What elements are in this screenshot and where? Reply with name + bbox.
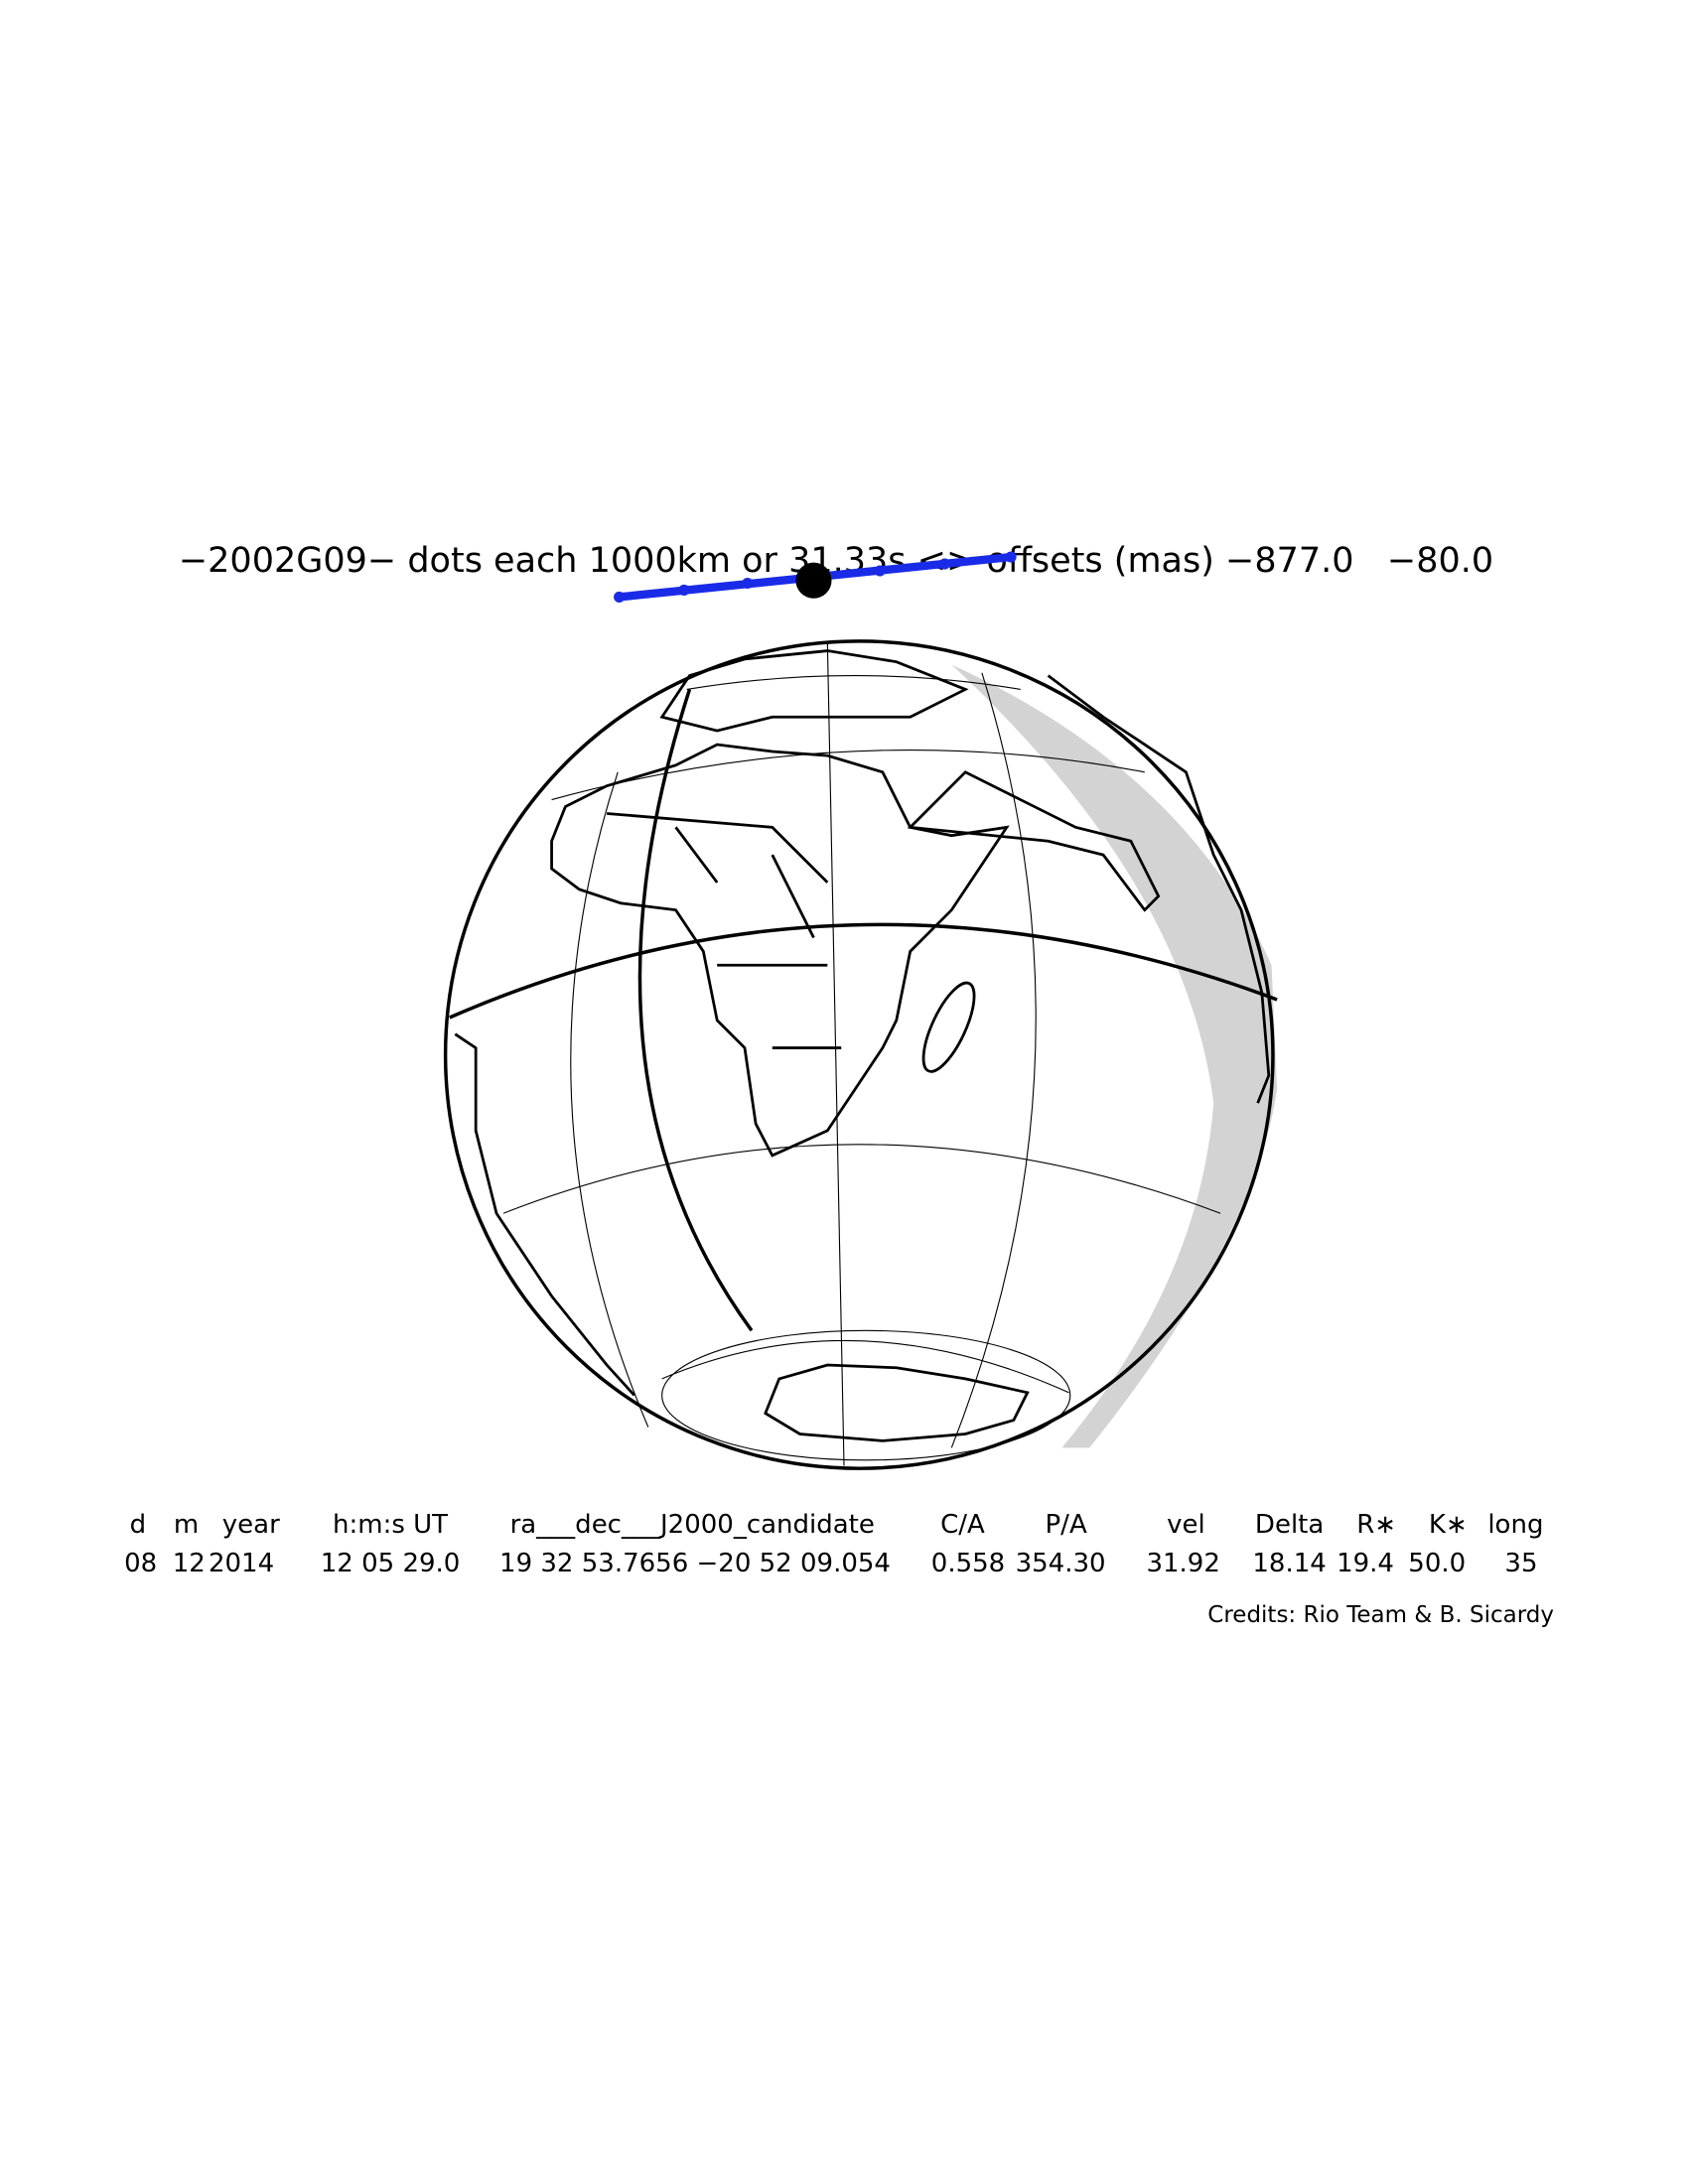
coastlines xyxy=(454,649,1271,1442)
table-cell: 19.4 xyxy=(1336,1549,1394,1578)
table-cell: 18.14 xyxy=(1252,1549,1326,1578)
table-cell: 12 xyxy=(173,1549,206,1578)
table-header-cell: Delta xyxy=(1255,1510,1324,1540)
table-header-cell: vel xyxy=(1167,1510,1205,1540)
globe-outline xyxy=(443,639,1275,1470)
table-header-cell: P/A xyxy=(1046,1510,1087,1540)
table-cell: 12 05 29.0 xyxy=(321,1549,461,1578)
table-header-cell: h:m:s UT xyxy=(333,1510,448,1540)
table-header-cell: long xyxy=(1487,1510,1543,1540)
credits: Credits: Rio Team & B. Sicardy xyxy=(1207,1602,1554,1628)
table-header-cell: d xyxy=(130,1510,147,1540)
graticule xyxy=(502,642,1221,1466)
shadow-path xyxy=(637,688,754,1332)
table-header-cell: C/A xyxy=(940,1510,985,1540)
table-header-cell: m xyxy=(174,1510,199,1540)
table-cell: 2014 xyxy=(209,1549,274,1578)
table-cell: 50.0 xyxy=(1408,1549,1466,1578)
night-shadow xyxy=(951,664,1278,1448)
table-cell: 35 xyxy=(1504,1549,1537,1578)
table-header-cell: ra___dec___J2000_candidate xyxy=(510,1510,875,1540)
table-header-cell: year xyxy=(222,1510,280,1540)
table-cell: 0.558 xyxy=(931,1549,1005,1578)
table-header-cell: K∗ xyxy=(1429,1510,1468,1540)
track-dots xyxy=(614,551,1017,603)
globe xyxy=(443,551,1278,1470)
current-position xyxy=(795,562,832,599)
table-cell: 08 xyxy=(124,1549,157,1578)
table-cell: 354.30 xyxy=(1016,1549,1106,1578)
table-cell: 31.92 xyxy=(1146,1549,1219,1578)
equator xyxy=(449,922,1278,1020)
table-cell: 19 32 53.7656 −20 52 09.054 xyxy=(499,1549,891,1578)
table-header-cell: R∗ xyxy=(1356,1510,1396,1540)
